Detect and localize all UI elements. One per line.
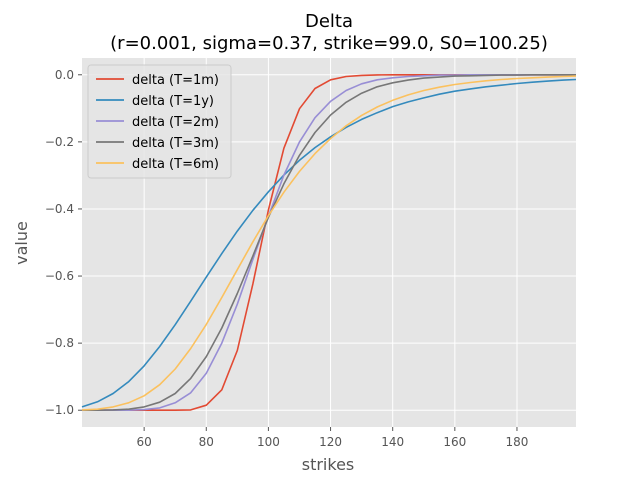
y-axis-ticks: 0.0 −0.2 −0.4 −0.6 −0.8 −1.0 xyxy=(45,68,82,417)
legend-label: delta (T=1m) xyxy=(132,73,219,88)
y-tick-label: −0.8 xyxy=(45,336,74,350)
legend-label: delta (T=6m) xyxy=(132,157,219,172)
x-tick-label: 60 xyxy=(136,435,151,449)
y-tick-label: −0.6 xyxy=(45,269,74,283)
chart-title: Delta xyxy=(305,11,353,32)
y-axis-label: value xyxy=(12,221,31,265)
y-tick-label: −1.0 xyxy=(45,403,74,417)
legend-box xyxy=(87,64,232,179)
series-lines xyxy=(81,74,577,412)
x-axis-ticks: 60 80 100 120 140 160 180 xyxy=(136,427,528,449)
x-tick-label: 140 xyxy=(381,435,404,449)
series-line-4 xyxy=(81,75,577,411)
x-tick-label: 100 xyxy=(257,435,280,449)
legend: delta (T=1m) delta (T=1y) delta (T=2m) delt… xyxy=(87,64,232,179)
series-line-3 xyxy=(82,74,576,412)
series-line-1 xyxy=(81,78,577,408)
y-tick-label: −0.4 xyxy=(45,202,74,216)
legend-label: delta (T=2m) xyxy=(132,115,219,130)
x-tick-label: 180 xyxy=(506,435,529,449)
x-tick-label: 160 xyxy=(443,435,466,449)
legend-label: delta (T=1y) xyxy=(132,94,214,109)
x-tick-label: 80 xyxy=(199,435,214,449)
y-tick-label: −0.2 xyxy=(45,135,74,149)
x-axis-label: strikes xyxy=(302,455,355,474)
legend-label: delta (T=3m) xyxy=(132,136,219,151)
y-tick-label: 0.0 xyxy=(55,68,74,82)
chart-subtitle: (r=0.001, sigma=0.37, strike=99.0, S0=10… xyxy=(110,33,548,54)
x-tick-label: 120 xyxy=(319,435,342,449)
